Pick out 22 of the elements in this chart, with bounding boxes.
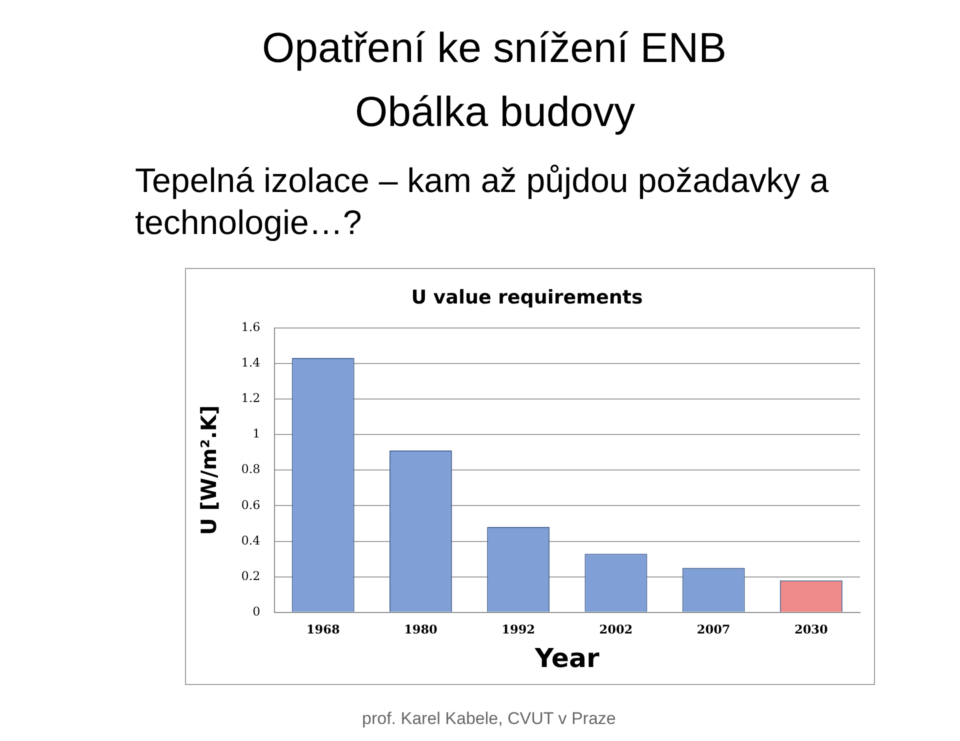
y-tick-label: 0 — [252, 604, 260, 619]
y-tick-label: 1.2 — [241, 391, 260, 406]
y-tick-label: 0.6 — [241, 498, 260, 512]
y-axis-title: U [W/m².K] — [197, 405, 222, 535]
x-tick-label: 1968 — [306, 622, 340, 637]
y-tick-label: 1.4 — [241, 356, 261, 370]
x-tick-label: 2002 — [599, 622, 633, 637]
x-tick-label: 1980 — [404, 622, 438, 637]
x-tick-label: 2030 — [794, 622, 828, 637]
chart-title: U value requirements — [411, 286, 643, 308]
y-tick-label: 0.4 — [241, 533, 261, 548]
y-tick-label: 1.6 — [241, 320, 260, 334]
text: Obálka budovy — [355, 88, 636, 136]
text: Tepelná izolace – kam až půjdou požadavky a technologie…? — [135, 161, 830, 244]
x-tick-label: 1992 — [502, 622, 536, 637]
y-tick-label: 1 — [252, 426, 260, 441]
text: Opatření ke snížení ENB — [262, 24, 727, 72]
x-axis-title: Year — [534, 644, 600, 674]
y-tick-label: 0.8 — [241, 462, 260, 476]
y-tick-label: 0.2 — [241, 568, 260, 583]
text: prof. Karel Kabele, CVUT v Praze — [362, 709, 616, 729]
x-tick-label: 2007 — [696, 622, 730, 637]
